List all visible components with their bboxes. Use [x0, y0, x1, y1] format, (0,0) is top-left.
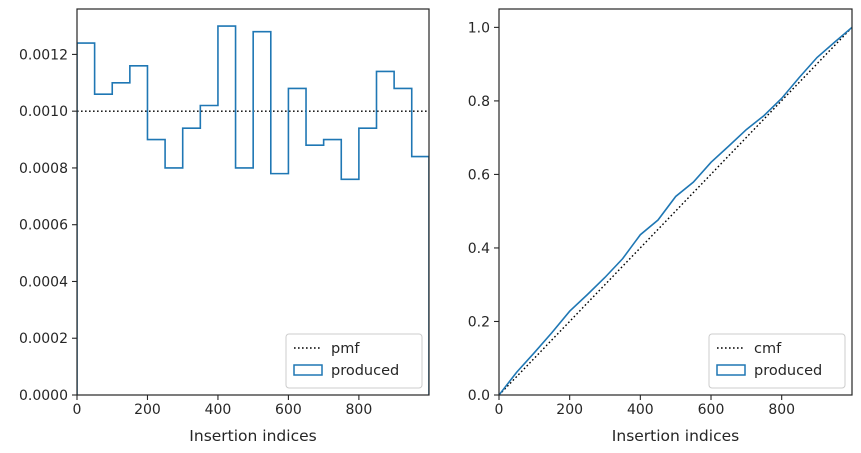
legend-label-cmf: cmf [754, 341, 782, 357]
plot-frame [498, 8, 853, 396]
plot-frame [76, 8, 430, 396]
legend-marker-produced [716, 364, 746, 376]
y-tick-label: 0.4 [468, 241, 490, 257]
legend-label-produced: produced [754, 363, 822, 379]
y-tick-label: 0.0000 [19, 388, 68, 404]
x-axis-label: Insertion indices [189, 427, 316, 445]
y-tick-label: 0.0002 [19, 331, 68, 347]
y-tick-label: 0.0012 [19, 47, 68, 63]
y-tick-label: 0.0004 [19, 274, 68, 290]
x-tick-label: 800 [346, 402, 373, 418]
pmf-chart: 0 200 400 600 800 0.0000 0.0002 0.0004 0.0006 0.0… [19, 8, 430, 445]
legend-label-pmf: pmf [331, 341, 360, 357]
legend-label-produced: produced [331, 363, 399, 379]
y-tick-label: 0.0006 [19, 218, 68, 234]
x-axis-label: Insertion indices [612, 427, 739, 445]
x-tick-label: 0 [73, 402, 82, 418]
x-tick-label: 0 [495, 402, 504, 418]
series-cmf [499, 26, 852, 395]
legend-marker-produced [293, 364, 323, 376]
x-tick-label: 200 [134, 402, 161, 418]
x-tick-label: 400 [627, 402, 654, 418]
y-tick-label: 1.0 [468, 20, 490, 36]
y-tick-label: 0.0 [468, 388, 490, 404]
x-tick-label: 800 [768, 402, 795, 418]
x-tick-label: 200 [556, 402, 583, 418]
x-tick-label: 600 [275, 402, 302, 418]
plot-area [499, 26, 852, 395]
x-tick-label: 600 [698, 402, 725, 418]
legend: pmf produced [285, 333, 423, 389]
cmf-chart: 0 200 400 600 800 0.0 0.2 0.4 0.6 0.8 1.0 Insertion… [468, 8, 853, 445]
legend: cmf produced [708, 333, 846, 389]
series-produced [499, 26, 852, 395]
y-tick-label: 0.2 [468, 314, 490, 330]
plot-area [77, 25, 429, 395]
y-tick-label: 0.0010 [19, 104, 68, 120]
y-tick-label: 0.8 [468, 94, 490, 110]
y-tick-label: 0.0008 [19, 161, 68, 177]
x-tick-label: 400 [205, 402, 232, 418]
series-produced [77, 25, 429, 395]
y-tick-label: 0.6 [468, 167, 490, 183]
